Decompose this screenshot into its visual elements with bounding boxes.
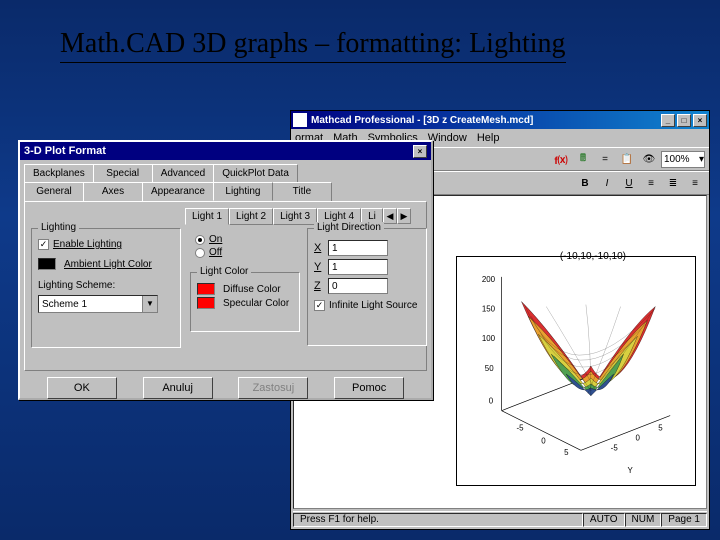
x-input[interactable]: 1 [328, 240, 388, 256]
bold-button[interactable]: B [575, 174, 595, 192]
maximize-button[interactable]: □ [677, 114, 691, 127]
svg-text:0: 0 [635, 433, 640, 442]
svg-text:150: 150 [482, 305, 496, 314]
tool-button[interactable]: f⒳ [551, 150, 571, 168]
menu-item[interactable]: Help [477, 132, 500, 144]
scheme-label: Lighting Scheme: [38, 280, 174, 291]
svg-text:5: 5 [658, 423, 663, 432]
tabs-row-2: General Axes Appearance Lighting Title [24, 182, 427, 201]
radio-icon [195, 235, 205, 245]
help-button[interactable]: Pomoc [334, 377, 404, 399]
x-label: X [314, 242, 324, 254]
zoom-box[interactable]: 100%▾ [661, 151, 705, 168]
align-button[interactable]: ≡ [685, 174, 705, 192]
app-icon [293, 113, 307, 127]
specular-color-row[interactable]: Specular Color [197, 297, 293, 309]
radio-off[interactable]: Off [195, 247, 222, 258]
svg-text:200: 200 [482, 275, 496, 284]
z-input[interactable]: 0 [328, 278, 388, 294]
italic-button[interactable]: I [597, 174, 617, 192]
menu-item[interactable]: Window [428, 132, 467, 144]
lighting-panel: Light 1 Light 2 Light 3 Light 4 Li ◀ ▶ L… [24, 201, 427, 371]
tab-lighting[interactable]: Lighting [213, 182, 273, 201]
align-button[interactable]: ≡ [641, 174, 661, 192]
specular-color-chip[interactable] [197, 297, 215, 309]
status-auto: AUTO [583, 513, 625, 527]
tab-quickplotdata[interactable]: QuickPlot Data [213, 164, 298, 182]
radio-on[interactable]: On [195, 234, 222, 245]
light-tab-2[interactable]: Light 2 [229, 208, 273, 225]
dialog-close-button[interactable]: × [413, 145, 427, 158]
radio-icon [195, 248, 205, 258]
dialog-title: 3-D Plot Format [24, 145, 106, 157]
tool-button[interactable]: 📋 [617, 150, 637, 168]
ok-button[interactable]: OK [47, 377, 117, 399]
diffuse-color-chip[interactable] [197, 283, 215, 295]
checkbox-icon: ✓ [38, 239, 49, 250]
checkbox-icon: ✓ [314, 300, 325, 311]
status-hint: Press F1 for help. [293, 513, 583, 527]
dialog-titlebar: 3-D Plot Format × [20, 142, 431, 160]
ambient-color-chip[interactable] [38, 258, 56, 270]
svg-text:Y: Y [628, 466, 634, 475]
scheme-dropdown[interactable]: Scheme 1 ▼ [38, 295, 158, 313]
tab-special[interactable]: Special [93, 164, 153, 182]
mathcad-titlebar: Mathcad Professional - [3D z CreateMesh.… [291, 111, 709, 129]
svg-text:-5: -5 [611, 443, 619, 452]
light-color-group: Light Color Diffuse Color Specular Color [190, 272, 300, 332]
lighting-group-label: Lighting [38, 222, 79, 233]
y-label: Y [314, 261, 324, 273]
chevron-down-icon: ▼ [142, 296, 157, 312]
apply-button[interactable]: Zastosuj [238, 377, 308, 399]
on-off-group: On Off [195, 232, 222, 260]
diffuse-color-row[interactable]: Diffuse Color [197, 283, 293, 295]
light-tab-1[interactable]: Light 1 [185, 208, 229, 225]
slide-title: Math.CAD 3D graphs – formatting: Lightin… [60, 28, 566, 63]
y-input[interactable]: 1 [328, 259, 388, 275]
status-num: NUM [625, 513, 662, 527]
svg-text:50: 50 [485, 364, 494, 373]
close-button[interactable]: × [693, 114, 707, 127]
tab-appearance[interactable]: Appearance [142, 182, 214, 201]
tool-button[interactable]: 🖩 [573, 150, 593, 168]
svg-text:5: 5 [564, 448, 569, 457]
ambient-color-row[interactable]: Ambient Light Color [38, 258, 174, 270]
tab-axes[interactable]: Axes [83, 182, 143, 201]
tool-button[interactable]: = [595, 150, 615, 168]
tab-scroll-right[interactable]: ▶ [397, 208, 411, 224]
align-button[interactable]: ≣ [663, 174, 683, 192]
lighting-group: Lighting ✓ Enable Lighting Ambient Light… [31, 228, 181, 348]
plot-format-dialog: 3-D Plot Format × Backplanes Special Adv… [18, 140, 433, 400]
statusbar: Press F1 for help. AUTO NUM Page 1 [293, 511, 707, 527]
cancel-button[interactable]: Anuluj [143, 377, 213, 399]
surface-plot-3d[interactable]: 200 150 100 50 0 [456, 256, 696, 486]
mathcad-title: Mathcad Professional - [3D z CreateMesh.… [311, 115, 533, 126]
svg-text:0: 0 [489, 397, 494, 406]
minimize-button[interactable]: _ [661, 114, 675, 127]
underline-button[interactable]: U [619, 174, 639, 192]
tab-backplanes[interactable]: Backplanes [24, 164, 94, 182]
dialog-buttons: OK Anuluj Zastosuj Pomoc [24, 371, 427, 399]
svg-text:-5: -5 [517, 423, 525, 432]
light-color-label: Light Color [197, 266, 251, 277]
tab-title[interactable]: Title [272, 182, 332, 201]
tool-button[interactable]: 👁 [639, 150, 659, 168]
tab-advanced[interactable]: Advanced [152, 164, 214, 182]
svg-text:0: 0 [541, 436, 546, 445]
light-tab-3[interactable]: Light 3 [273, 208, 317, 225]
tab-scroll-left[interactable]: ◀ [383, 208, 397, 224]
tab-general[interactable]: General [24, 182, 84, 201]
light-direction-group: Light Direction X 1 Y 1 Z 0 ✓ Infinite L… [307, 228, 427, 346]
tabs-row-1: Backplanes Special Advanced QuickPlot Da… [24, 164, 427, 182]
svg-text:100: 100 [482, 334, 496, 343]
status-page: Page 1 [661, 513, 707, 527]
enable-lighting-checkbox[interactable]: ✓ Enable Lighting [38, 239, 174, 250]
light-direction-label: Light Direction [314, 222, 384, 233]
z-label: Z [314, 280, 324, 292]
infinite-checkbox[interactable]: ✓ Infinite Light Source [314, 300, 420, 311]
